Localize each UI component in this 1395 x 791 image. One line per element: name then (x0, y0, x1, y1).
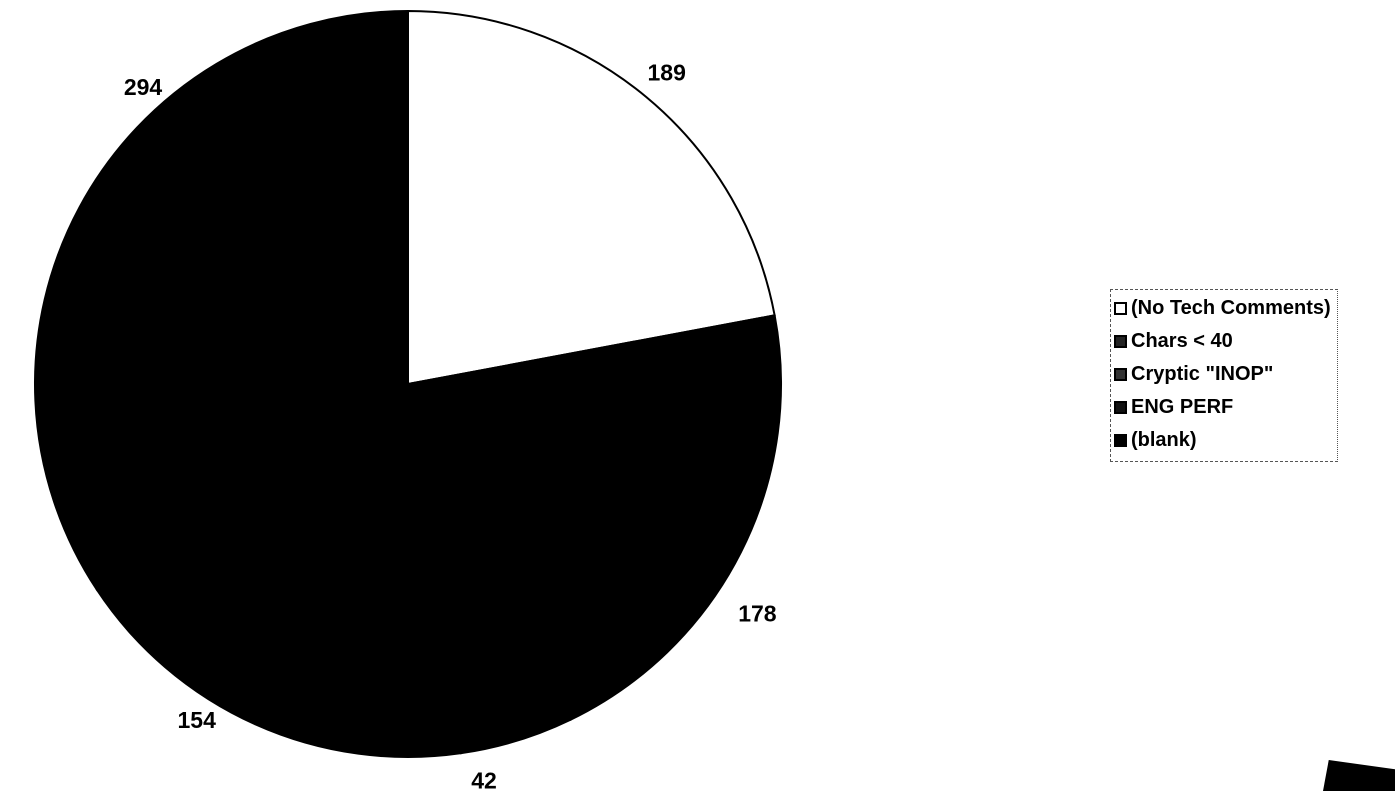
legend-item-cryptic-inop: Cryptic "INOP" (1114, 358, 1331, 391)
pie-slices (34, 9, 782, 758)
legend-swatch-icon (1114, 302, 1127, 315)
pie-data-label-2: 42 (471, 768, 497, 791)
legend-item-chars-lt-40: Chars < 40 (1114, 325, 1331, 358)
legend-label: Chars < 40 (1131, 330, 1233, 352)
chart-legend: (No Tech Comments) Chars < 40 Cryptic "I… (1110, 289, 1338, 462)
legend-swatch-icon (1114, 434, 1127, 447)
legend-item-no-tech-comments: (No Tech Comments) (1114, 292, 1331, 325)
pie-data-label-0: 189 (648, 59, 686, 85)
legend-label: Cryptic "INOP" (1131, 363, 1274, 385)
pie-data-label-1: 178 (738, 600, 777, 626)
pie-data-labels: 189 178 42 154 294 (124, 59, 777, 791)
pie-slice-3 (95, 382, 463, 758)
pie-slice-1 (406, 314, 782, 722)
pie-data-label-3: 154 (178, 707, 217, 733)
legend-label: ENG PERF (1131, 396, 1234, 418)
pie-slice-0 (407, 9, 776, 386)
pie-slice-4 (34, 9, 409, 592)
legend-item-eng-perf: ENG PERF (1114, 391, 1331, 424)
legend-label: (No Tech Comments) (1131, 297, 1331, 319)
legend-item-blank: (blank) (1114, 424, 1331, 457)
pie-data-label-4: 294 (124, 74, 163, 100)
legend-label: (blank) (1131, 429, 1197, 451)
legend-swatch-icon (1114, 368, 1127, 381)
legend-swatch-icon (1114, 335, 1127, 348)
legend-swatch-icon (1114, 401, 1127, 414)
